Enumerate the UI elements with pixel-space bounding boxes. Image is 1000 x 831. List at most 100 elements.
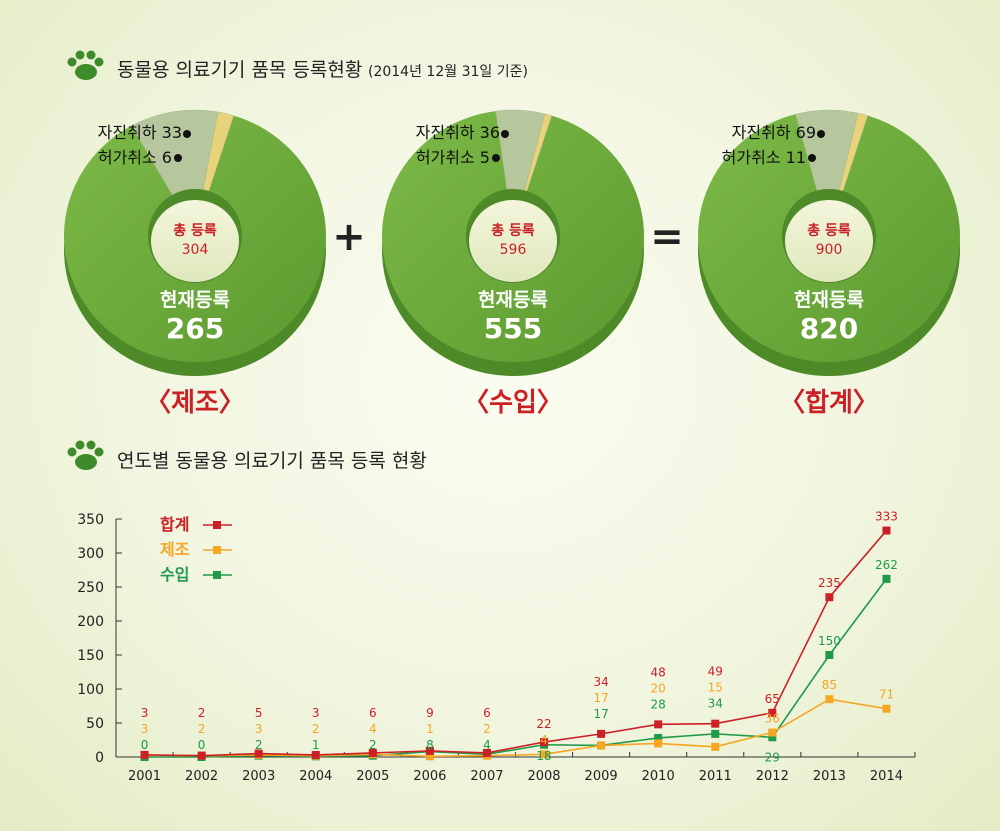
data-label-제조: 85 (822, 678, 837, 692)
data-point-수입 (882, 574, 891, 583)
data-point-수입 (654, 733, 663, 742)
section2-title: 연도별 동물용 의료기기 품목 등록 현황 (117, 450, 427, 472)
callout-dot (183, 130, 191, 138)
data-point-제조 (540, 750, 549, 759)
section1-subtitle: (2014년 12월 31일 기준) (368, 64, 528, 80)
x-tick-label: 2009 (585, 769, 618, 784)
data-label-수입: 1 (312, 738, 320, 752)
donut-slice-current (381, 111, 644, 362)
data-label-합계: 235 (818, 576, 841, 590)
data-label-수입: 2 (255, 738, 263, 752)
data-label-수입: 0 (141, 738, 149, 752)
data-label-제조: 36 (765, 712, 780, 726)
legend-marker (213, 546, 221, 554)
data-point-수입 (768, 733, 777, 742)
current-label: 현재등록 (160, 289, 230, 311)
data-label-합계: 22 (536, 717, 551, 731)
data-point-합계 (540, 738, 549, 747)
data-label-제조: 20 (651, 681, 666, 695)
legend-label-수입: 수입 (160, 565, 189, 584)
data-label-제조: 4 (369, 722, 377, 736)
data-label-제조: 2 (198, 722, 206, 736)
data-label-제조: 15 (708, 681, 723, 695)
data-label-제조: 3 (141, 722, 149, 736)
data-point-제조 (654, 739, 663, 748)
data-label-수입: 18 (536, 749, 551, 763)
data-label-합계: 3 (141, 706, 149, 720)
total-label: 총 등록 (807, 223, 851, 239)
data-point-제조 (425, 752, 434, 761)
data-label-제조: 71 (879, 688, 894, 702)
x-tick-label: 2012 (756, 769, 789, 784)
data-label-합계: 3 (312, 706, 320, 720)
donut-hole (785, 200, 873, 282)
donut-hole (151, 200, 239, 282)
x-tick-label: 2002 (185, 769, 218, 784)
data-label-합계: 6 (369, 706, 377, 720)
data-label-수입: 2 (369, 738, 377, 752)
callout-dot (174, 154, 182, 162)
data-point-수입 (711, 729, 720, 738)
series-line-합계 (144, 530, 888, 757)
data-label-제조: 17 (593, 691, 608, 705)
x-tick-label: 2011 (699, 769, 732, 784)
x-tick-label: 2010 (642, 769, 675, 784)
x-tick-label: 2005 (356, 769, 389, 784)
data-label-수입: 17 (593, 707, 608, 721)
callout-dot (501, 130, 509, 138)
current-label: 현재등록 (794, 289, 864, 311)
data-label-합계: 2 (198, 706, 206, 720)
y-tick-label: 250 (77, 580, 104, 596)
y-tick-label: 100 (77, 682, 104, 698)
donut-slice-current (697, 114, 960, 362)
data-point-수입 (825, 651, 834, 659)
callout-dot (492, 154, 500, 162)
paw-icon (67, 440, 104, 470)
data-label-합계: 48 (651, 665, 666, 679)
data-point-합계 (425, 746, 434, 755)
data-point-합계 (140, 750, 149, 759)
callout-cancelled: 허가취소 6 (98, 148, 172, 167)
data-point-합계 (597, 729, 606, 738)
current-value: 265 (166, 312, 224, 345)
data-label-수입: 8 (426, 738, 434, 752)
plus-operator: + (332, 214, 366, 260)
callout-dot (817, 130, 825, 138)
data-label-수입: 29 (765, 750, 780, 764)
donut-title: 〈제조〉 (145, 388, 245, 418)
y-tick-label: 50 (86, 716, 104, 732)
data-label-수입: 34 (708, 697, 723, 711)
data-point-합계 (482, 748, 491, 757)
y-tick-label: 0 (95, 750, 104, 766)
y-tick-label: 300 (77, 546, 104, 562)
x-tick-label: 2006 (413, 769, 446, 784)
current-value: 555 (484, 312, 542, 345)
data-label-수입: 4 (483, 738, 491, 752)
callout-withdrawn: 자진취하 36 (416, 123, 500, 142)
data-label-합계: 49 (708, 665, 723, 679)
total-value: 596 (500, 242, 527, 258)
callout-dot (808, 154, 816, 162)
data-label-수입: 262 (875, 558, 898, 572)
data-label-합계: 9 (426, 706, 434, 720)
data-label-제조: 3 (255, 722, 263, 736)
paw-icon (67, 50, 104, 80)
data-label-합계: 34 (593, 675, 608, 689)
callout-cancelled: 허가취소 11 (722, 148, 806, 167)
total-label: 총 등록 (173, 223, 217, 239)
data-label-제조: 2 (312, 722, 320, 736)
section1-title: 동물용 의료기기 품목 등록현황 (117, 59, 362, 81)
data-point-제조 (711, 742, 720, 751)
data-point-합계 (768, 708, 777, 717)
data-label-제조: 4 (540, 733, 548, 747)
x-tick-label: 2014 (870, 769, 903, 784)
data-label-합계: 65 (765, 692, 780, 706)
data-label-제조: 1 (426, 722, 434, 736)
total-label: 총 등록 (491, 223, 535, 239)
data-point-합계 (654, 720, 663, 729)
